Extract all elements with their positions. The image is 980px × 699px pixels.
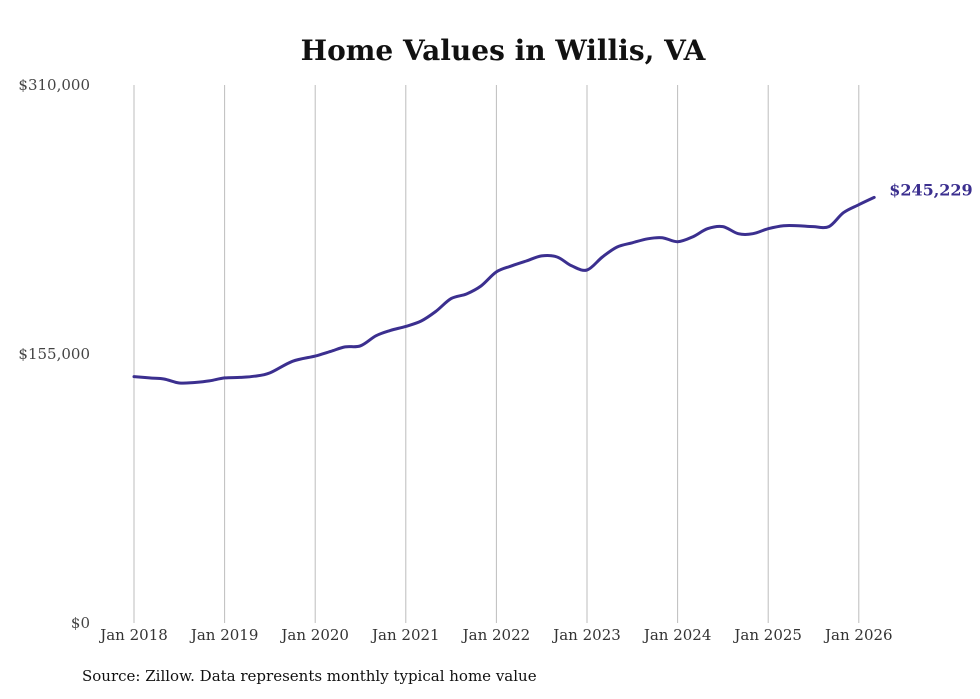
data-point-31 [616, 246, 618, 248]
data-point-2 [163, 378, 165, 380]
data-point-15 [375, 335, 377, 337]
data-point-18 [420, 320, 422, 322]
data-point-48 [873, 196, 875, 198]
x-tick-label-5: Jan 2023 [551, 626, 621, 644]
data-point-35 [676, 241, 678, 243]
data-point-32 [631, 242, 633, 244]
data-point-26 [541, 255, 543, 257]
data-point-42 [782, 225, 784, 227]
data-point-7 [239, 376, 241, 378]
data-point-28 [570, 265, 572, 267]
data-point-23 [495, 271, 497, 273]
x-axis-ticks: Jan 2018 Jan 2019 Jan 2020 Jan 2021 Jan 2022… [98, 626, 892, 644]
data-point-0 [133, 375, 135, 377]
data-point-17 [405, 325, 407, 327]
y-axis-ticks: $0 $155,000 $310,000 [18, 76, 90, 632]
data-point-3 [178, 382, 180, 384]
x-tick-label-1: Jan 2019 [189, 626, 259, 644]
data-point-27 [556, 256, 558, 258]
y-tick-label-2: $310,000 [18, 76, 90, 94]
data-point-13 [344, 346, 346, 348]
data-point-33 [647, 238, 649, 240]
data-point-16 [389, 329, 391, 331]
data-point-34 [661, 237, 663, 239]
series-line-0 [132, 195, 876, 385]
chart-title: Home Values in Willis, VA [301, 34, 707, 67]
data-point-40 [752, 233, 754, 235]
y-tick-label-0: $0 [71, 614, 90, 632]
x-tick-label-0: Jan 2018 [98, 626, 168, 644]
source-note: Source: Zillow. Data represents monthly … [82, 667, 537, 685]
x-tick-label-7: Jan 2025 [732, 626, 802, 644]
data-point-9 [269, 372, 271, 374]
data-point-30 [601, 256, 603, 258]
gridlines [133, 85, 860, 623]
x-tick-label-4: Jan 2022 [461, 626, 531, 644]
data-point-46 [842, 212, 844, 214]
data-point-45 [828, 225, 830, 227]
data-point-41 [767, 228, 769, 230]
x-tick-label-6: Jan 2024 [642, 626, 712, 644]
data-point-22 [480, 285, 482, 287]
series-group: $245,229 [132, 180, 973, 385]
data-point-38 [722, 225, 724, 227]
end-value-label: $245,229 [889, 180, 973, 199]
data-point-1 [148, 377, 150, 379]
x-tick-label-8: Jan 2026 [823, 626, 893, 644]
data-point-25 [525, 260, 527, 262]
x-tick-label-3: Jan 2021 [370, 626, 440, 644]
data-point-19 [435, 310, 437, 312]
data-point-12 [329, 350, 331, 352]
data-point-11 [314, 355, 316, 357]
data-point-6 [223, 377, 225, 379]
data-point-39 [737, 233, 739, 235]
x-tick-label-2: Jan 2020 [279, 626, 349, 644]
data-point-20 [450, 297, 452, 299]
data-point-8 [253, 375, 255, 377]
data-point-47 [858, 204, 860, 206]
data-point-14 [359, 345, 361, 347]
data-point-24 [511, 265, 513, 267]
data-point-4 [194, 381, 196, 383]
data-point-21 [465, 293, 467, 295]
data-point-36 [692, 236, 694, 238]
data-point-37 [706, 228, 708, 230]
y-tick-label-1: $155,000 [18, 345, 90, 363]
data-point-5 [208, 380, 210, 382]
data-point-44 [812, 225, 814, 227]
data-point-10 [291, 360, 293, 362]
data-point-29 [586, 269, 588, 271]
data-point-43 [797, 225, 799, 227]
